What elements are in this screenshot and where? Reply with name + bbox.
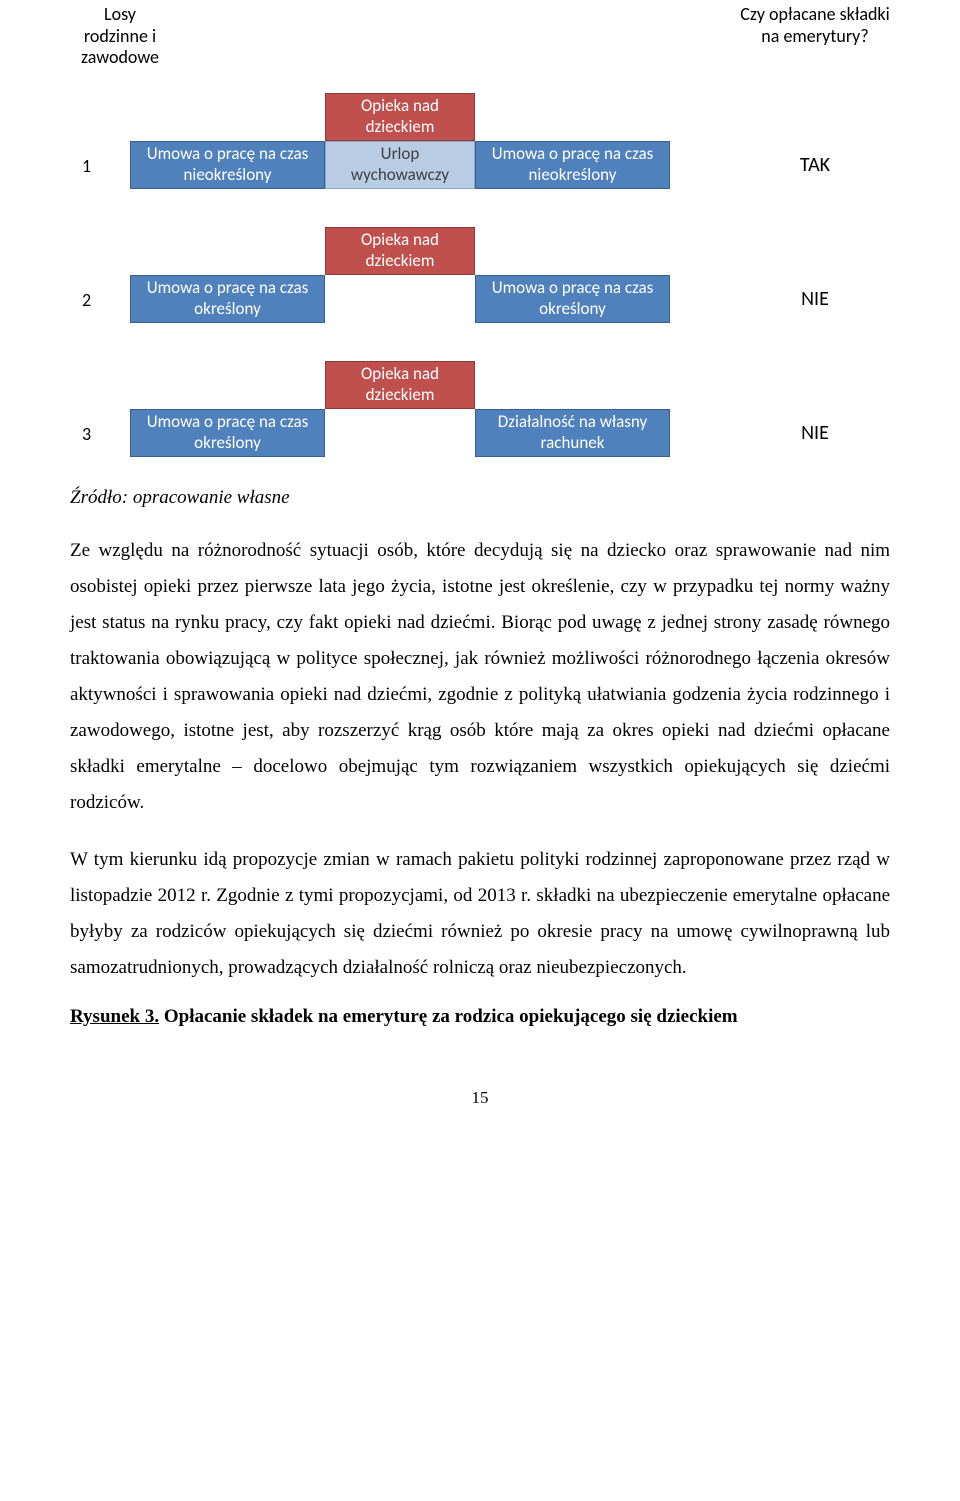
figure-caption-prefix: Rysunek 3. bbox=[70, 1006, 159, 1027]
header-left: Losy rodzinne i zawodowe bbox=[70, 0, 170, 73]
scenario-box: Opieka nad dzieckiem bbox=[325, 361, 475, 409]
scenario-diagram: Losy rodzinne i zawodowe Czy opłacane sk… bbox=[70, 0, 890, 457]
scenarios-container: 1TAKUmowa o pracę na czas nieokreślonyOp… bbox=[70, 79, 890, 457]
diagram-header-row: Losy rodzinne i zawodowe Czy opłacane sk… bbox=[70, 0, 890, 73]
scenario-box: Umowa o pracę na czas nieokreślony bbox=[130, 141, 325, 189]
page-number: 15 bbox=[70, 1088, 890, 1108]
scenario-row: 2 NIE Umowa o pracę na czas określonyOpiek… bbox=[70, 213, 890, 323]
figure-caption-rest: Opłacanie składek na emeryturę za rodzic… bbox=[159, 1006, 738, 1027]
scenario-box: Umowa o pracę na czas nieokreślony bbox=[475, 141, 670, 189]
body-paragraph-1: Ze względu na różnorodność sytuacji osób… bbox=[70, 533, 890, 822]
scenario-number: 3 bbox=[70, 423, 130, 445]
scenario-box: Działalność na własny rachunek bbox=[475, 409, 670, 457]
scenario-answer: TAK bbox=[740, 153, 890, 177]
scenario-box: Opieka nad dzieckiem bbox=[325, 227, 475, 275]
scenario-box: Umowa o pracę na czas określony bbox=[130, 275, 325, 323]
scenario-number: 1 bbox=[70, 155, 130, 177]
body-paragraph-2: W tym kierunku idą propozycje zmian w ra… bbox=[70, 842, 890, 986]
scenario-answer: NIE bbox=[740, 421, 890, 445]
header-right: Czy opłacane składki na emerytury? bbox=[740, 0, 890, 51]
scenario-row: 3 NIE Umowa o pracę na czas określonyOpiek… bbox=[70, 347, 890, 457]
scenario-box: Umowa o pracę na czas określony bbox=[130, 409, 325, 457]
scenario-box: Umowa o pracę na czas określony bbox=[475, 275, 670, 323]
scenario-box: Urlop wychowawczy bbox=[325, 141, 475, 189]
source-text: Źródło: opracowanie własne bbox=[70, 487, 890, 509]
figure-caption: Rysunek 3. Opłacanie składek na emerytur… bbox=[70, 1006, 890, 1028]
scenario-box: Opieka nad dzieckiem bbox=[325, 93, 475, 141]
scenario-row: 1 TAK Umowa o pracę na czas nieokreślonyOp… bbox=[70, 79, 890, 189]
scenario-answer: NIE bbox=[740, 287, 890, 311]
scenario-number: 2 bbox=[70, 289, 130, 311]
